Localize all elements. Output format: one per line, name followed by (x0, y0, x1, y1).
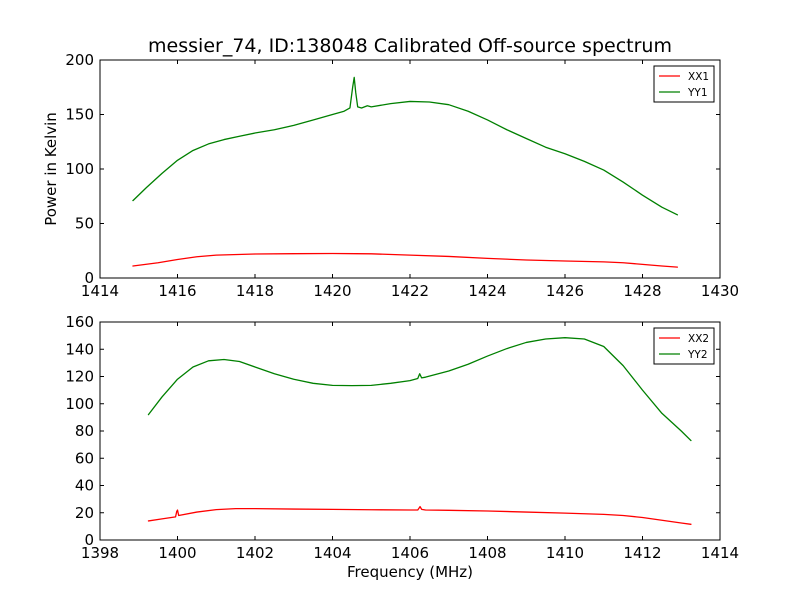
x-tick-label: 1414 (81, 282, 119, 300)
x-tick-label: 1416 (158, 282, 196, 300)
legend-box (653, 327, 715, 365)
series-line-yy1 (132, 76, 679, 216)
series-line-yy2 (147, 337, 692, 442)
y-tick-label: 140 (65, 340, 94, 358)
x-tick-label: 1404 (313, 544, 351, 562)
y-tick-label: 50 (75, 215, 94, 233)
y-tick-label: 150 (65, 106, 94, 124)
y-tick-label: 160 (65, 313, 94, 331)
chart-title: messier_74, ID:138048 Calibrated Off-sou… (148, 35, 672, 57)
x-tick-label: 1408 (468, 544, 506, 562)
x-tick-label: 1426 (546, 282, 584, 300)
y-tick-label: 60 (75, 449, 94, 467)
y-tick-label: 200 (65, 51, 94, 69)
plot-top: 1414 1416 1418 1420 1422 1424 1426 1428 1430 0 50 1… (42, 51, 739, 300)
y-tick-label: 0 (84, 269, 94, 287)
x-tick-label: 1410 (546, 544, 584, 562)
legend-label: YY2 (687, 349, 708, 361)
x-tick-label: 1424 (468, 282, 506, 300)
legend-box (653, 65, 715, 103)
x-tick-label: 1398 (81, 544, 119, 562)
x-tick-label: 1420 (313, 282, 351, 300)
x-axis-label: Frequency (MHz) (347, 563, 473, 581)
x-tick-label: 1406 (391, 544, 429, 562)
y-tick-label: 40 (75, 477, 94, 495)
y-tick-label: 120 (65, 368, 94, 386)
x-tick-label: 1402 (236, 544, 274, 562)
y-tick-label: 20 (75, 504, 94, 522)
series-line-xx2 (147, 505, 692, 525)
plot-bottom: 1398 1400 1402 1404 1406 1408 1410 1412 1414 0 20 4… (65, 313, 739, 581)
legend-label: XX1 (688, 71, 709, 83)
y-tick-label: 80 (75, 422, 94, 440)
legend-label: XX2 (688, 333, 709, 345)
series-line-xx1 (132, 252, 679, 268)
x-tick-label: 1418 (236, 282, 274, 300)
y-tick-label: 100 (65, 395, 94, 413)
x-tick-label: 1412 (623, 544, 661, 562)
x-tick-label: 1428 (623, 282, 661, 300)
y-axis-label: Power in Kelvin (42, 112, 60, 226)
y-tick-label: 100 (65, 160, 94, 178)
legend-label: YY1 (687, 87, 708, 99)
x-tick-label: 1414 (701, 544, 739, 562)
y-tick-label: 0 (84, 531, 94, 549)
x-tick-label: 1400 (158, 544, 196, 562)
x-tick-label: 1430 (701, 282, 739, 300)
x-tick-label: 1422 (391, 282, 429, 300)
